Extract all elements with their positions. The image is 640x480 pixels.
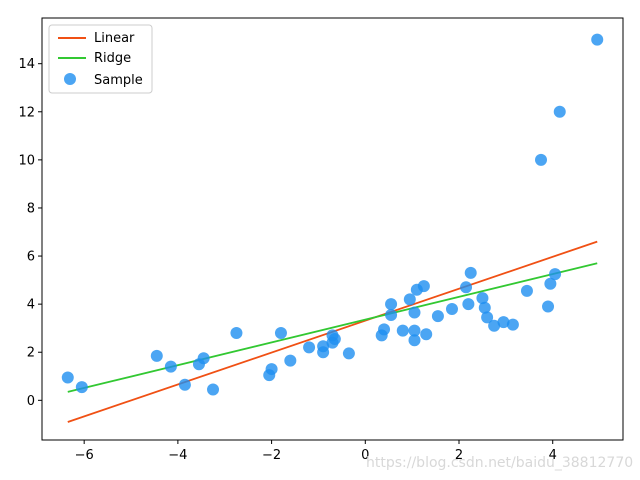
- sample-point-27: [408, 324, 421, 337]
- sample-point-37: [476, 292, 489, 305]
- sample-point-24: [396, 324, 409, 337]
- x-tick-label: 4: [549, 448, 557, 463]
- y-tick-label: 14: [18, 57, 35, 72]
- sample-point-28: [408, 334, 421, 347]
- sample-point-31: [420, 328, 433, 341]
- sample-point-7: [207, 383, 220, 396]
- sample-point-21: [378, 323, 391, 336]
- sample-point-0: [61, 371, 74, 384]
- sample-point-40: [488, 319, 501, 332]
- sample-point-41: [497, 316, 510, 329]
- axes-frame: [41, 17, 624, 441]
- sample-point-4: [178, 378, 191, 391]
- sample-point-25: [403, 293, 416, 306]
- sample-point-22: [385, 298, 398, 311]
- legend-label-linear: Linear: [94, 31, 135, 46]
- sample-point-32: [431, 310, 444, 323]
- sample-point-44: [535, 153, 548, 166]
- sample-point-47: [549, 268, 562, 281]
- x-tick-label: 2: [455, 448, 463, 463]
- axes-layer: [41, 17, 624, 441]
- x-tick-label: −4: [168, 448, 187, 463]
- sample-point-15: [317, 346, 330, 359]
- sample-point-19: [342, 347, 355, 360]
- y-ticks: 0 2 4 6 8 10 12 14: [18, 57, 42, 409]
- sample-point-10: [265, 363, 278, 376]
- sample-point-13: [303, 341, 316, 354]
- sample-point-2: [150, 349, 163, 362]
- x-tick-label: −6: [75, 448, 94, 463]
- points-layer: [61, 33, 604, 396]
- watermark: https://blog.csdn.net/baidu_38812770: [366, 455, 633, 471]
- sample-point-3: [164, 360, 177, 373]
- x-tick-label: −2: [262, 448, 281, 463]
- sample-point-49: [591, 33, 604, 46]
- sample-point-48: [553, 105, 566, 118]
- legend-label-ridge: Ridge: [94, 51, 131, 66]
- sample-point-42: [506, 318, 519, 331]
- sample-point-33: [445, 302, 458, 315]
- sample-point-36: [464, 266, 477, 279]
- sample-point-1: [75, 381, 88, 394]
- y-tick-label: 8: [27, 201, 35, 216]
- sample-point-34: [460, 281, 473, 294]
- y-tick-label: 4: [27, 298, 35, 313]
- x-tick-label: 0: [361, 448, 369, 463]
- sample-point-46: [544, 277, 557, 290]
- x-ticks: −6 −4 −2 0 2 4: [75, 440, 557, 463]
- y-tick-label: 12: [18, 105, 35, 120]
- legend: Linear Ridge Sample: [48, 24, 153, 94]
- y-tick-label: 10: [18, 153, 35, 168]
- sample-point-26: [408, 306, 421, 319]
- sample-point-39: [481, 311, 494, 324]
- sample-point-18: [328, 333, 341, 346]
- sample-point-30: [417, 280, 430, 293]
- sample-point-12: [284, 354, 297, 367]
- y-tick-label: 0: [27, 394, 35, 409]
- sample-point-35: [462, 298, 475, 311]
- sample-point-45: [542, 300, 555, 313]
- sample-point-23: [385, 308, 398, 321]
- sample-point-8: [230, 326, 243, 339]
- sample-point-6: [197, 352, 210, 365]
- legend-marker-sample: [64, 73, 76, 85]
- legend-label-sample: Sample: [94, 73, 143, 88]
- sample-point-43: [520, 284, 533, 297]
- sample-point-38: [478, 301, 491, 314]
- y-tick-label: 6: [27, 250, 35, 265]
- sample-point-11: [274, 326, 287, 339]
- series-line-ridge: [67, 262, 598, 393]
- y-tick-label: 2: [27, 346, 35, 361]
